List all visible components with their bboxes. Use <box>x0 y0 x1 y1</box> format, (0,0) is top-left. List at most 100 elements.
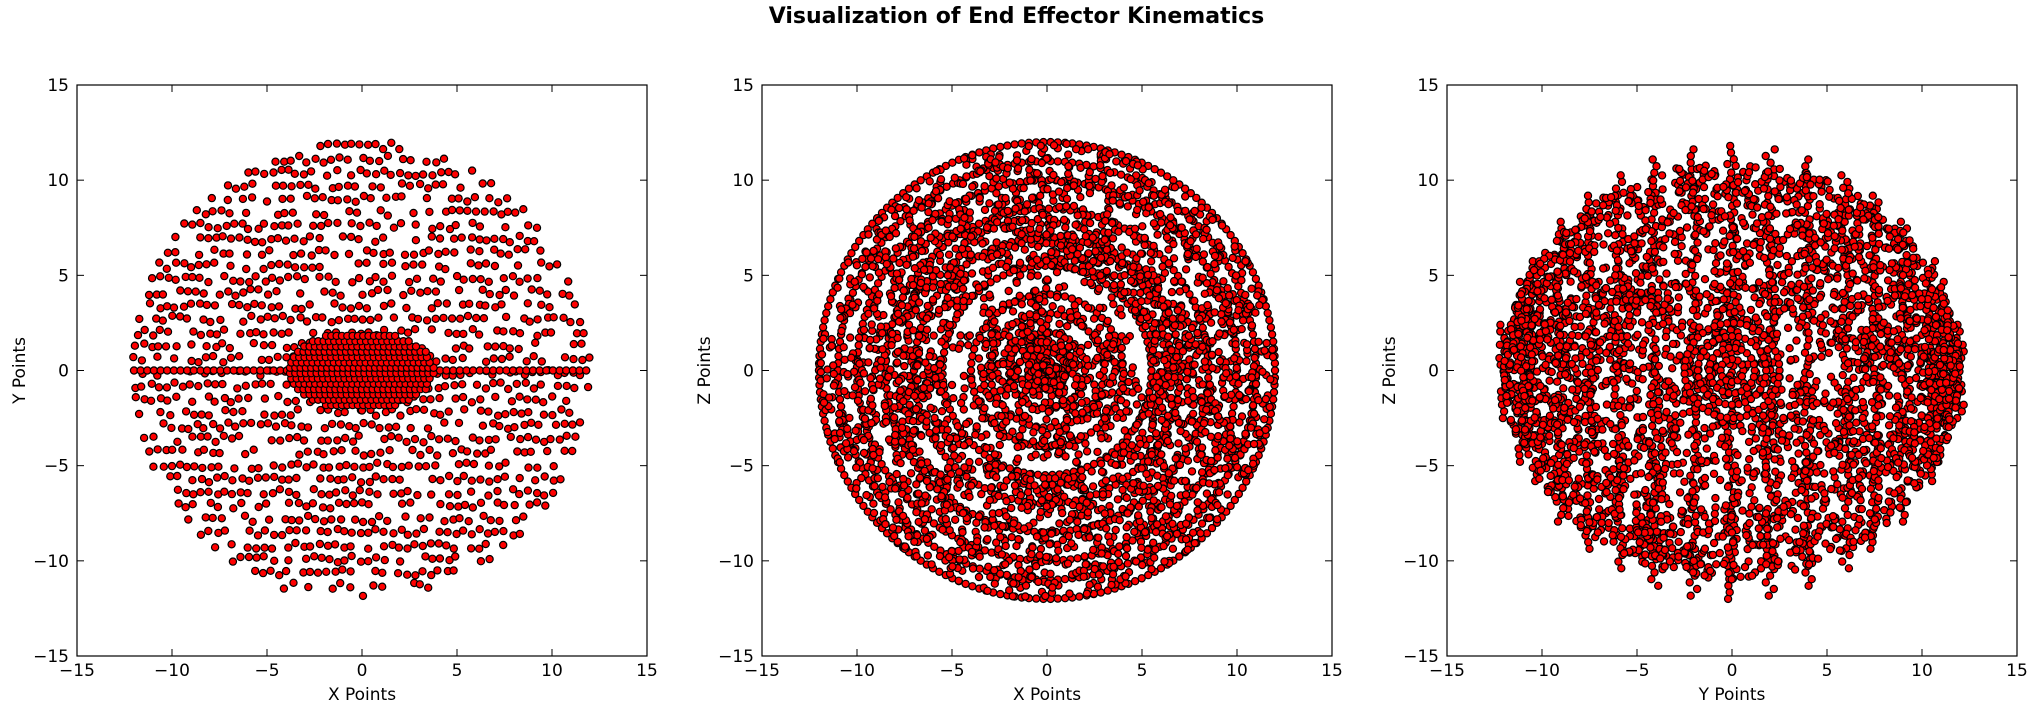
scatter-point <box>504 384 513 394</box>
scatter-point <box>254 224 263 233</box>
scatter-point <box>1080 552 1089 561</box>
scatter-point <box>956 269 965 278</box>
scatter-point <box>1115 198 1125 208</box>
scatter-point <box>1017 139 1026 148</box>
scatter-point <box>438 180 448 189</box>
scatter-point <box>259 490 268 499</box>
scatter-point <box>456 183 465 192</box>
scatter-point <box>987 483 996 492</box>
scatter-point <box>911 305 921 315</box>
scatter-point <box>153 342 163 351</box>
scatter-point <box>977 489 986 499</box>
y-tick-label: 15 <box>47 76 69 96</box>
scatter-point <box>259 330 268 339</box>
scatter-point <box>447 205 457 215</box>
scatter-point <box>1175 460 1185 470</box>
scatter-point <box>1210 259 1219 269</box>
scatter-point <box>975 148 984 157</box>
scatter-point <box>272 287 281 296</box>
scatter-point <box>454 194 463 203</box>
scatter-point <box>1031 562 1041 571</box>
scatter-point <box>404 461 413 470</box>
scatter-point <box>1191 252 1201 262</box>
scatter-point <box>275 571 284 580</box>
scatter-point <box>537 258 546 267</box>
scatter-point <box>864 358 873 367</box>
scatter-point <box>859 448 869 458</box>
scatter-point <box>985 495 995 505</box>
scatter-point <box>531 338 540 347</box>
scatter-point <box>1260 346 1269 355</box>
scatter-point <box>452 271 462 281</box>
scatter-point <box>1081 232 1091 241</box>
scatter-point <box>1169 476 1179 485</box>
scatter-point <box>1217 221 1227 230</box>
scatter-point <box>1175 383 1185 392</box>
scatter-point <box>920 526 930 535</box>
scatter-point <box>236 552 245 562</box>
scatter-point <box>859 435 869 445</box>
scatter-point <box>422 157 431 166</box>
scatter-point <box>296 289 305 298</box>
scatter-point <box>1204 479 1214 488</box>
scatter-point <box>241 381 250 390</box>
scatter-point <box>468 503 477 512</box>
scatter-point <box>336 578 345 588</box>
scatter-point <box>1010 140 1019 149</box>
scatter-point <box>365 218 374 227</box>
scatter-point <box>185 380 194 389</box>
scatter-point <box>449 234 459 243</box>
scatter-point <box>172 342 181 351</box>
scatter-point <box>195 273 204 282</box>
scatter-point <box>167 461 177 471</box>
scatter-point <box>481 357 491 366</box>
scatter-point <box>1113 495 1123 504</box>
scatter-point <box>921 491 930 500</box>
scatter-point <box>395 557 405 566</box>
scatter-point <box>894 275 904 285</box>
scatter-point <box>149 432 158 441</box>
scatter-point <box>1145 291 1154 300</box>
scatter-point <box>299 170 309 179</box>
scatter-point <box>549 462 558 471</box>
scatter-point <box>140 325 149 335</box>
scatter-point <box>244 168 253 177</box>
scatter-point <box>159 419 168 428</box>
scatter-point <box>316 474 325 483</box>
scatter-point <box>968 564 978 573</box>
scatter-point <box>854 341 863 350</box>
scatter-point <box>283 397 292 407</box>
scatter-point <box>292 272 302 281</box>
scatter-point <box>1178 347 1188 356</box>
scatter-point <box>419 405 429 414</box>
scatter-point <box>494 198 503 207</box>
scatter-point <box>1109 271 1119 280</box>
scatter-point <box>271 422 281 431</box>
scatter-point <box>543 290 552 299</box>
scatter-point <box>1026 475 1035 485</box>
scatter-point <box>228 557 238 566</box>
scatter-point <box>199 289 208 298</box>
scatter-point <box>254 502 263 512</box>
scatter-point <box>948 232 957 241</box>
scatter-point <box>316 221 326 231</box>
scatter-point <box>273 352 282 362</box>
scatter-point <box>465 344 474 353</box>
scatter-point <box>1251 308 1260 317</box>
scatter-point <box>991 460 1000 469</box>
x-tick-label: 15 <box>636 661 658 681</box>
scatter-point <box>967 481 976 490</box>
scatter-point <box>1129 262 1138 271</box>
scatter-point <box>464 517 473 526</box>
scatter-point <box>252 553 261 562</box>
scatter-point <box>847 248 856 258</box>
scatter-point <box>466 245 475 254</box>
scatter-point <box>257 379 267 388</box>
scatter-point <box>218 379 227 389</box>
scatter-point <box>1078 267 1088 277</box>
scatter-point <box>525 317 534 326</box>
scatter-point <box>378 144 388 154</box>
scatter-point <box>1117 351 1126 361</box>
scatter-point <box>1203 389 1212 398</box>
scatter-point <box>1186 236 1195 246</box>
